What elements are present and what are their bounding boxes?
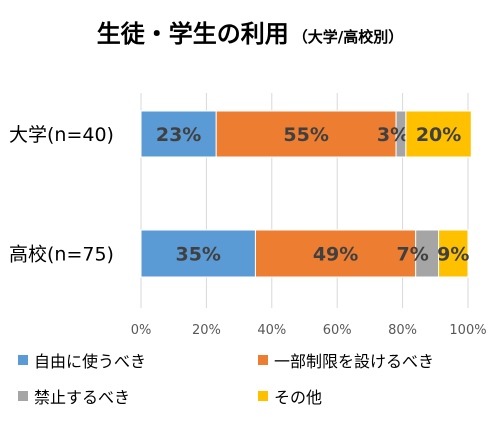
data-label: 35% [175, 244, 220, 266]
chart-title: 生徒・学生の利用 （大学/高校別） [0, 14, 500, 49]
chart-title-main: 生徒・学生の利用 [96, 20, 289, 48]
legend-label: その他 [274, 388, 323, 407]
legend-item: 自由に使うべき [18, 348, 146, 372]
data-label: 49% [313, 244, 358, 266]
x-tick-label: 60% [323, 323, 352, 338]
legend-swatch [18, 355, 28, 365]
data-label: 9% [437, 244, 469, 266]
legend-item: 禁止するべき [18, 384, 130, 408]
data-label: 7% [397, 244, 429, 266]
legend-item: 一部制限を設けるべき [258, 348, 434, 372]
x-tick-label: 80% [388, 323, 417, 338]
data-label: 3% [377, 124, 409, 146]
legend-item: その他 [258, 384, 322, 408]
bar-segment [438, 229, 469, 278]
legend-swatch [258, 391, 268, 401]
data-label: 55% [283, 124, 328, 146]
category-label: 高校(n=75) [9, 244, 114, 266]
legend-swatch [258, 355, 268, 365]
data-label: 23% [156, 124, 201, 146]
legend-swatch [18, 391, 28, 401]
x-tick-label: 100% [449, 323, 486, 338]
category-label: 大学(n=40) [9, 124, 114, 146]
bar-segment [140, 110, 217, 158]
bar-segment [405, 110, 472, 158]
x-tick-label: 40% [257, 323, 286, 338]
chart-subtitle: （大学/高校別） [292, 28, 404, 46]
bar-segment [140, 229, 256, 278]
legend-label: 禁止するべき [34, 388, 131, 407]
x-tick-label: 0% [131, 323, 152, 338]
legend-label: 一部制限を設けるべき [274, 352, 435, 371]
bar-segment [254, 229, 417, 278]
x-tick-label: 20% [192, 323, 221, 338]
data-label: 20% [416, 124, 461, 146]
legend-label: 自由に使うべき [34, 352, 147, 371]
